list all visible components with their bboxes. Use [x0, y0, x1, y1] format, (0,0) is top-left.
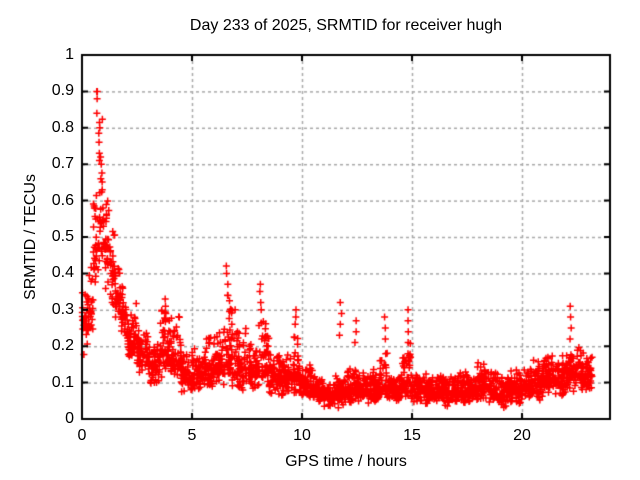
x-tick-label: 20 — [513, 427, 531, 444]
y-tick-label: 0.5 — [51, 228, 74, 245]
y-tick-label: 1 — [65, 46, 74, 63]
y-tick-label: 0.7 — [51, 155, 74, 173]
y-tick-label: 0.2 — [51, 337, 74, 355]
y-tick-label: 0 — [65, 410, 74, 427]
x-tick-label: 0 — [77, 427, 87, 444]
y-tick-label: 0.6 — [51, 191, 74, 209]
y-tick-label: 0.3 — [51, 300, 74, 318]
x-tick-label: 5 — [187, 427, 197, 444]
x-tick-label: 15 — [403, 427, 421, 444]
y-tick-label: 0.8 — [51, 118, 74, 136]
y-tick-label: 0.1 — [51, 373, 74, 391]
y-tick-label: 0.4 — [51, 264, 74, 282]
x-axis-label: GPS time / hours — [285, 453, 407, 470]
chart-title: Day 233 of 2025, SRMTID for receiver hug… — [189, 17, 503, 34]
x-tick-label: 10 — [293, 427, 311, 444]
y-tick-label: 0.9 — [51, 82, 74, 100]
